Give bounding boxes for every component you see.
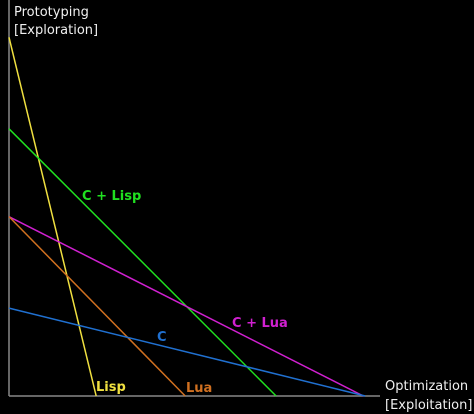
series-line bbox=[8, 307, 366, 397]
series-line bbox=[8, 37, 97, 397]
series-label: Lua bbox=[186, 381, 212, 396]
series-line bbox=[8, 215, 364, 397]
x-axis-label: Optimization bbox=[385, 379, 468, 394]
series-label: C + Lua bbox=[232, 316, 288, 331]
series-label: C + Lisp bbox=[82, 189, 141, 204]
x-axis-label: [Exploitation] bbox=[385, 398, 472, 413]
series-label: C bbox=[157, 330, 167, 345]
series-line bbox=[8, 128, 277, 397]
series-line bbox=[8, 216, 186, 397]
y-axis-label: [Exploration] bbox=[14, 23, 98, 38]
series-label: Lisp bbox=[96, 380, 126, 395]
y-axis-label: Prototyping bbox=[14, 5, 89, 20]
